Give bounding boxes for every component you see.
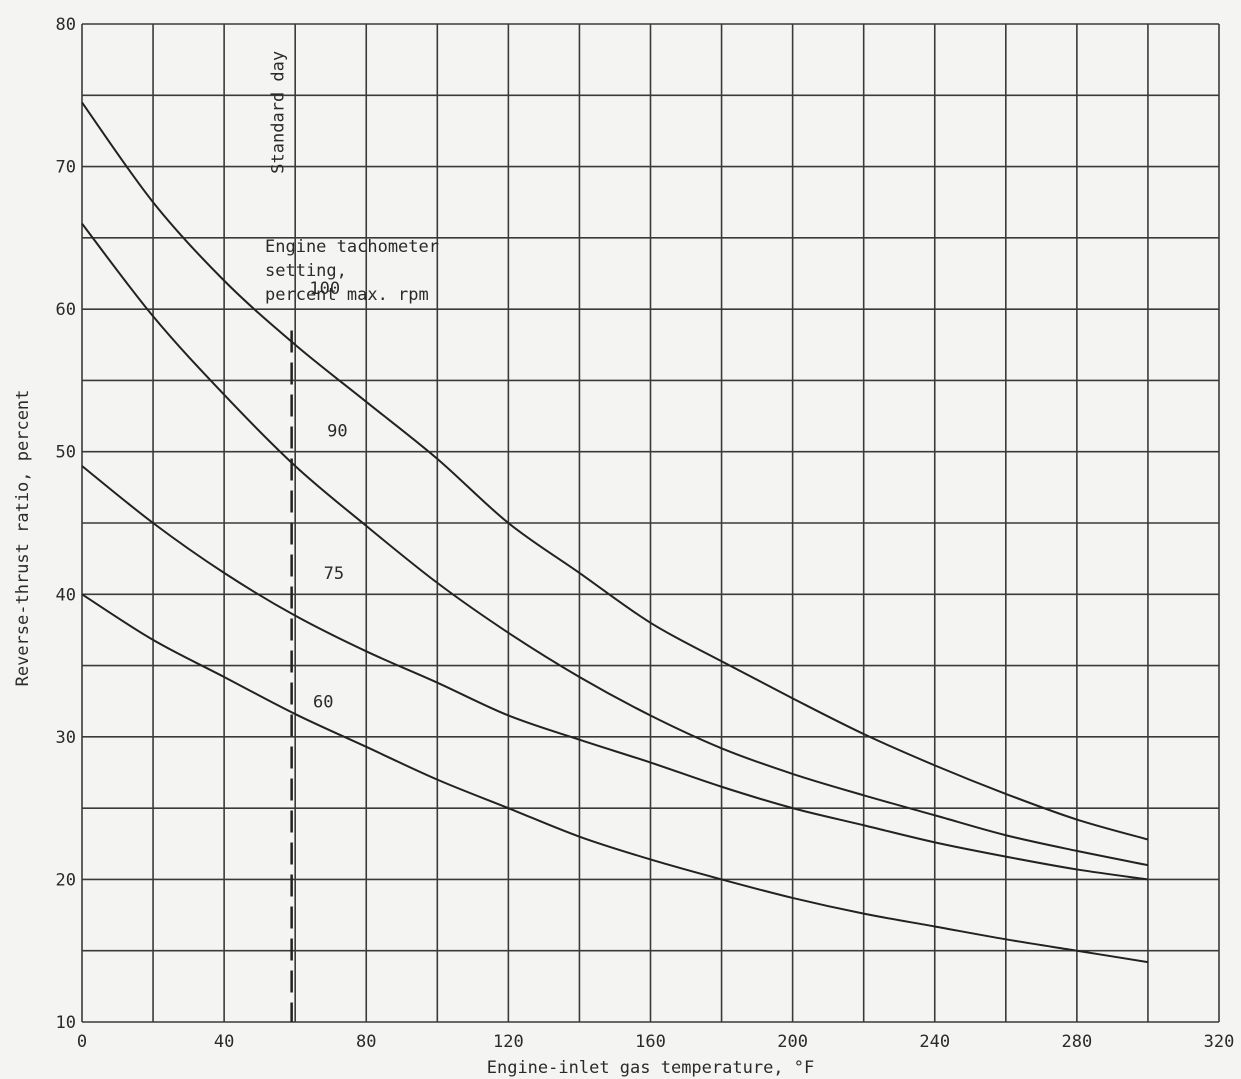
- x-axis-label-unit: °F: [794, 1058, 814, 1078]
- series-label-100: 100: [309, 279, 340, 299]
- y-tick-label: 60: [56, 300, 76, 320]
- x-tick-label: 40: [214, 1032, 234, 1052]
- series-label-60: 60: [313, 692, 333, 712]
- legend-title-line-1: Engine tachometer: [265, 237, 439, 257]
- y-tick-label: 80: [56, 15, 76, 35]
- y-tick-label: 30: [56, 728, 76, 748]
- x-tick-label: 320: [1204, 1032, 1235, 1052]
- series-curves: [81, 101, 1149, 964]
- x-tick-label: 200: [777, 1032, 808, 1052]
- x-tick-label: 160: [635, 1032, 666, 1052]
- series-labels: 100 90 75 60: [309, 279, 347, 712]
- x-tick-label: 120: [493, 1032, 524, 1052]
- x-tick-label: 0: [77, 1032, 87, 1052]
- y-tick-label: 50: [56, 443, 76, 463]
- series-label-90: 90: [327, 422, 347, 442]
- x-axis-label-text: Engine-inlet gas temperature,: [487, 1058, 794, 1078]
- series-line-75: [81, 465, 1149, 881]
- tick-labels: 0 40 80 120 160 200 240 280 320 10 20 30 40 50 60 70 80: [56, 15, 1235, 1052]
- legend-title-line-2: setting,: [265, 261, 347, 281]
- y-axis-label: Reverse-thrust ratio, percent: [13, 390, 33, 687]
- series-line-60: [81, 593, 1149, 964]
- y-tick-label: 10: [56, 1013, 76, 1033]
- legend-title-line-3: percent max. rpm: [265, 285, 429, 305]
- x-tick-label: 280: [1062, 1032, 1093, 1052]
- grid: [81, 23, 1220, 1023]
- x-axis-label: Engine-inlet gas temperature, °F: [487, 1058, 815, 1078]
- series-label-75: 75: [324, 564, 344, 584]
- series-line-100: [81, 101, 1149, 841]
- y-tick-label: 70: [56, 158, 76, 178]
- series-line-90: [81, 222, 1149, 867]
- y-tick-label: 20: [56, 870, 76, 890]
- x-tick-label: 240: [919, 1032, 950, 1052]
- y-tick-label: 40: [56, 585, 76, 605]
- x-tick-label: 80: [356, 1032, 376, 1052]
- standard-day-label: Standard day: [269, 51, 289, 174]
